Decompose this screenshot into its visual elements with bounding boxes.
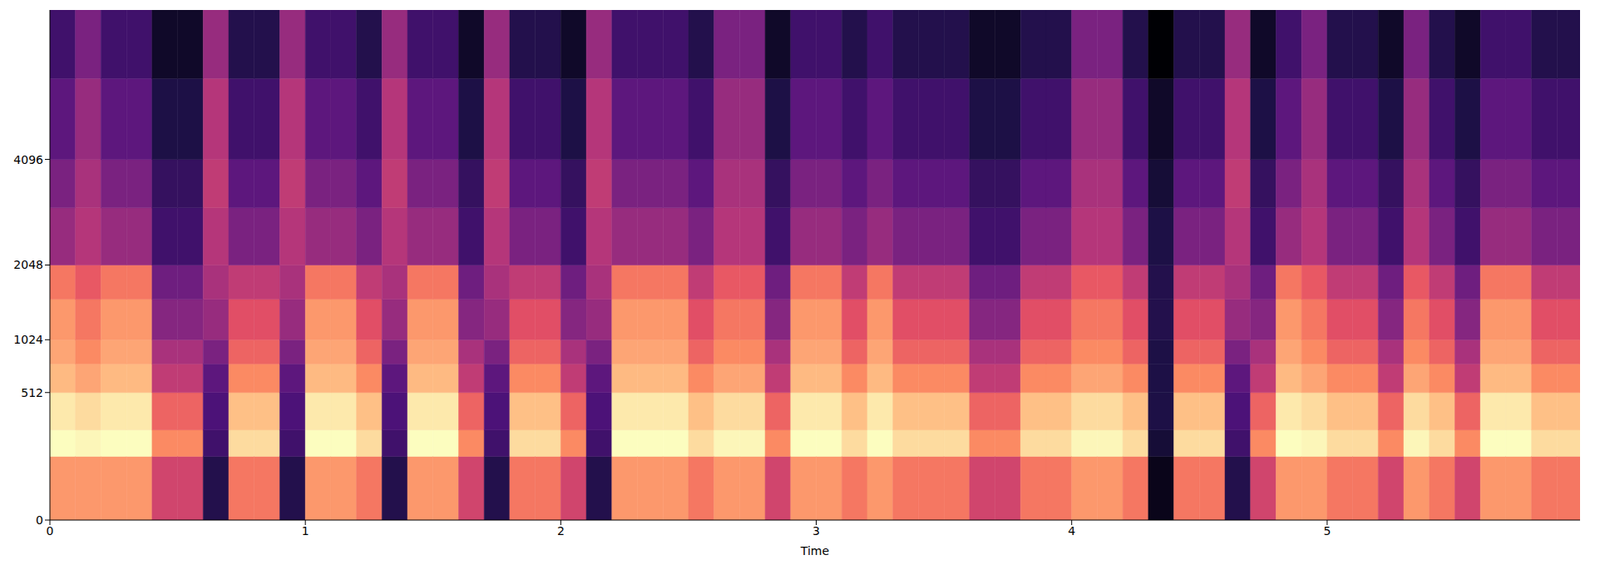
svg-text:2: 2 (557, 523, 565, 538)
svg-text:1: 1 (301, 523, 310, 538)
svg-text:1024: 1024 (13, 332, 44, 346)
svg-text:3: 3 (812, 523, 820, 538)
svg-text:512: 512 (20, 385, 44, 400)
svg-text:4: 4 (1067, 523, 1076, 538)
svg-text:0: 0 (35, 513, 44, 527)
svg-text:5: 5 (1323, 523, 1331, 538)
svg-text:0: 0 (46, 523, 55, 538)
svg-text:Time: Time (800, 543, 830, 558)
svg-text:2048: 2048 (13, 257, 44, 272)
svg-text:4096: 4096 (13, 153, 44, 167)
